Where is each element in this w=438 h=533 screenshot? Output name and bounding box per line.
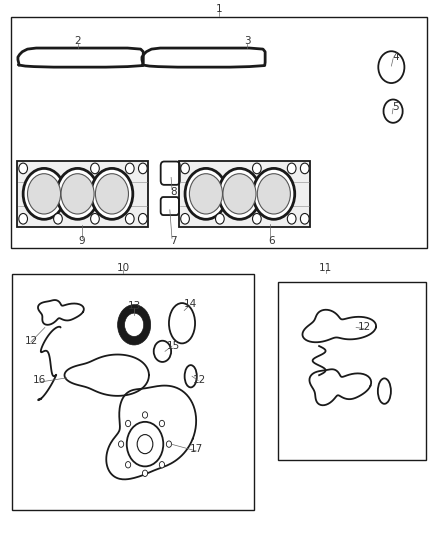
Circle shape xyxy=(28,174,60,214)
Circle shape xyxy=(257,174,290,214)
Circle shape xyxy=(300,214,309,224)
Text: 3: 3 xyxy=(244,36,251,46)
Circle shape xyxy=(181,163,189,174)
Text: 13: 13 xyxy=(127,301,141,311)
Circle shape xyxy=(159,421,165,427)
Circle shape xyxy=(61,174,94,214)
Circle shape xyxy=(53,214,62,224)
Circle shape xyxy=(223,174,256,214)
Circle shape xyxy=(253,214,261,224)
Bar xyxy=(11,17,427,248)
Circle shape xyxy=(142,470,148,477)
Circle shape xyxy=(189,174,223,214)
Circle shape xyxy=(19,214,28,224)
Circle shape xyxy=(219,168,260,219)
FancyBboxPatch shape xyxy=(179,161,310,227)
Bar xyxy=(12,274,254,511)
Circle shape xyxy=(125,462,131,468)
Text: 10: 10 xyxy=(117,263,130,272)
Text: 17: 17 xyxy=(190,445,203,455)
Circle shape xyxy=(91,163,99,174)
Text: 12: 12 xyxy=(358,322,371,333)
Circle shape xyxy=(19,163,28,174)
Circle shape xyxy=(287,214,296,224)
Circle shape xyxy=(125,214,134,224)
Text: 12: 12 xyxy=(193,375,206,385)
Circle shape xyxy=(159,462,165,468)
Text: 6: 6 xyxy=(268,236,275,246)
Text: 11: 11 xyxy=(319,263,332,272)
Text: 14: 14 xyxy=(184,298,198,309)
Circle shape xyxy=(91,168,133,219)
Circle shape xyxy=(57,168,99,219)
Circle shape xyxy=(287,163,296,174)
Circle shape xyxy=(142,412,148,418)
Circle shape xyxy=(181,214,189,224)
FancyBboxPatch shape xyxy=(17,161,148,227)
Circle shape xyxy=(117,305,151,345)
Circle shape xyxy=(215,214,224,224)
Text: 1: 1 xyxy=(215,4,223,14)
Circle shape xyxy=(125,421,131,427)
Text: 8: 8 xyxy=(170,187,177,197)
Text: 4: 4 xyxy=(392,52,399,62)
Circle shape xyxy=(125,163,134,174)
Text: 15: 15 xyxy=(167,341,180,351)
Circle shape xyxy=(300,163,309,174)
Bar xyxy=(278,282,426,460)
Text: 5: 5 xyxy=(392,102,399,112)
Text: 16: 16 xyxy=(33,375,46,385)
Circle shape xyxy=(166,441,172,447)
Text: 7: 7 xyxy=(170,236,177,246)
Circle shape xyxy=(124,313,144,336)
Text: 2: 2 xyxy=(74,36,81,46)
Circle shape xyxy=(253,168,295,219)
Circle shape xyxy=(118,441,124,447)
Circle shape xyxy=(23,168,65,219)
Circle shape xyxy=(91,214,99,224)
Circle shape xyxy=(185,168,227,219)
Circle shape xyxy=(138,214,147,224)
Circle shape xyxy=(95,174,128,214)
Circle shape xyxy=(253,163,261,174)
Text: 12: 12 xyxy=(25,336,38,346)
Circle shape xyxy=(138,163,147,174)
Text: 9: 9 xyxy=(78,236,85,246)
